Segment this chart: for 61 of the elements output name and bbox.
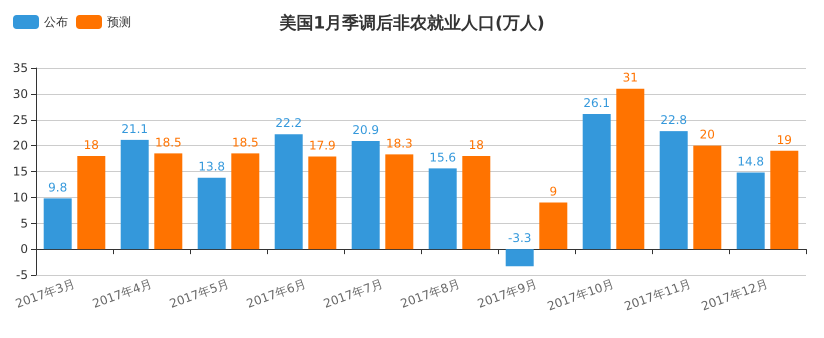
data-label: 14.8	[737, 154, 764, 169]
bar	[154, 153, 182, 250]
data-label: 18.3	[386, 136, 413, 150]
bar	[582, 114, 611, 250]
bar	[198, 178, 226, 250]
data-label: 19	[776, 132, 792, 147]
x-tick-label: 2017年4月	[90, 276, 154, 311]
bar	[660, 131, 688, 250]
bar	[385, 154, 414, 250]
bar	[616, 88, 644, 250]
data-label: 9.8	[48, 180, 68, 194]
x-tick-label: 2017年9月	[476, 276, 539, 311]
chart-title: 美国1月季调后非农就业人口(万人)	[278, 14, 545, 34]
x-tick-label: 2017年12月	[700, 276, 770, 314]
x-tick-label: 2017年11月	[622, 276, 693, 314]
bar	[428, 168, 457, 250]
data-label: 13.8	[198, 160, 226, 174]
y-tick-label: 35	[12, 61, 28, 75]
data-label: 26.1	[583, 96, 610, 110]
data-label: 9	[549, 184, 558, 199]
bar	[693, 146, 722, 250]
data-label: 20.9	[352, 122, 380, 137]
x-tick-label: 2017年5月	[168, 276, 231, 311]
data-label: 20	[700, 128, 715, 142]
bar	[352, 140, 380, 250]
data-label: 17.9	[308, 138, 336, 152]
data-label: 18	[468, 138, 484, 152]
data-label: 21.1	[121, 122, 148, 136]
y-tick-label: 20	[12, 138, 28, 153]
data-label: 22.8	[660, 113, 688, 128]
data-label: -3.3	[508, 231, 532, 246]
bar	[231, 153, 260, 250]
data-label: 15.6	[429, 150, 456, 164]
bar	[736, 172, 765, 250]
y-tick-label: 25	[12, 112, 28, 127]
legend-label: 预测	[107, 15, 131, 29]
data-label: 18.5	[154, 135, 182, 150]
bar	[308, 156, 336, 250]
data-label: 18	[84, 138, 99, 152]
bar	[120, 140, 149, 250]
legend-label: 公布	[44, 15, 68, 29]
y-tick-label: 10	[12, 190, 28, 204]
x-tick-label: 2017年10月	[546, 276, 616, 314]
data-label: 31	[622, 70, 638, 85]
y-tick-label: 15	[12, 164, 28, 178]
bar	[77, 156, 106, 250]
x-tick-label: 2017年8月	[398, 276, 462, 311]
x-tick-label: 2017年6月	[244, 276, 308, 311]
bar	[462, 156, 490, 250]
bar	[274, 134, 303, 250]
bar	[506, 249, 534, 266]
data-label: 22.2	[275, 116, 302, 130]
bar	[770, 150, 798, 250]
y-tick-label: 0	[20, 242, 28, 256]
bar	[44, 198, 72, 250]
y-tick-label: 5	[20, 216, 28, 230]
x-tick-label: 2017年7月	[322, 276, 385, 311]
bar	[539, 202, 568, 250]
y-tick-label: 30	[12, 86, 28, 101]
data-label: 18.5	[232, 135, 259, 150]
y-tick-label: -5	[16, 268, 28, 282]
